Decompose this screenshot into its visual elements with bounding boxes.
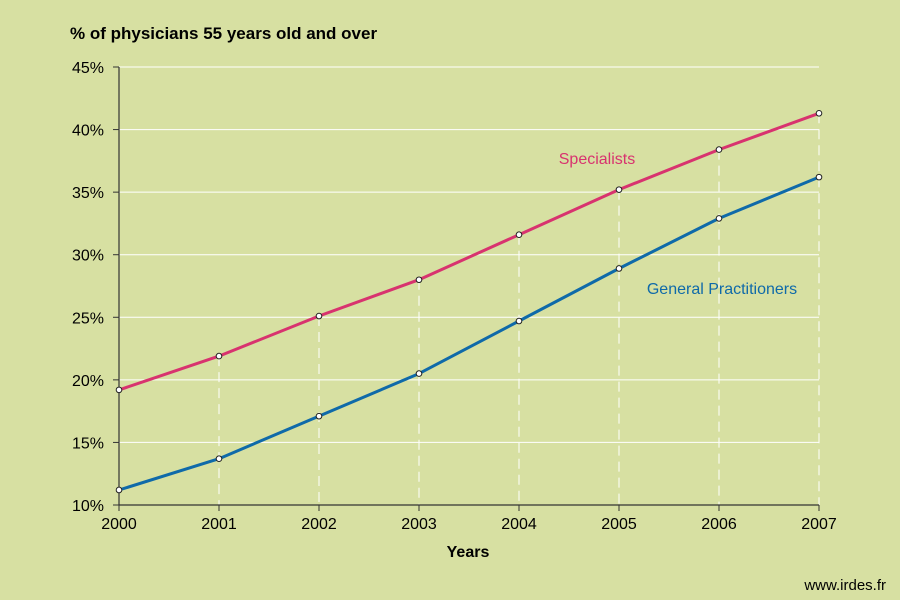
data-point: [815, 110, 823, 117]
data-point: [615, 186, 623, 193]
x-tick-label: 2003: [401, 516, 437, 533]
x-tick-label: 2001: [201, 516, 237, 533]
data-point: [615, 265, 623, 272]
x-tick-label: 2005: [601, 516, 637, 533]
y-tick-label: 15%: [72, 435, 104, 452]
data-point: [715, 146, 723, 153]
y-tick-label: 30%: [72, 248, 104, 265]
axes: [113, 66, 820, 511]
series-lines: [118, 111, 820, 492]
series-label-specialists: Specialists: [559, 151, 635, 168]
data-point: [115, 486, 123, 494]
x-axis-title: Years: [447, 544, 490, 561]
data-point: [515, 231, 523, 238]
data-point: [815, 173, 823, 181]
data-point: [715, 215, 723, 222]
data-point: [415, 370, 423, 377]
y-tick-labels: 10% 15% 20% 25% 30% 35% 40% 45%: [72, 60, 104, 515]
series-line-0: [118, 111, 820, 392]
x-tick-labels: 2000 2001 2002 2003 2004 2005 2006 2007: [101, 516, 837, 533]
x-tick-label: 2006: [701, 516, 737, 533]
y-tick-label: 20%: [72, 373, 104, 390]
data-point: [215, 352, 223, 360]
data-point: [515, 317, 523, 325]
y-tick-label: 45%: [72, 60, 104, 77]
x-tick-label: 2007: [801, 516, 837, 533]
y-tick-label: 40%: [72, 123, 104, 140]
data-point: [115, 386, 123, 394]
y-tick-label: 35%: [72, 185, 104, 202]
series-line-1: [118, 175, 820, 492]
data-point: [315, 412, 323, 420]
data-point: [415, 276, 423, 284]
data-point: [215, 455, 223, 462]
x-tick-label: 2004: [501, 516, 537, 533]
y-tick-label: 25%: [72, 310, 104, 327]
data-point: [315, 312, 323, 320]
x-tick-label: 2000: [101, 516, 137, 533]
y-axis-title: % of physicians 55 years old and over: [70, 24, 377, 43]
series-label-general-practitioners: General Practitioners: [647, 281, 797, 298]
y-tick-label: 10%: [72, 498, 104, 515]
source-credit: www.irdes.fr: [803, 577, 886, 594]
x-tick-label: 2002: [301, 516, 337, 533]
series-points: [115, 110, 823, 494]
